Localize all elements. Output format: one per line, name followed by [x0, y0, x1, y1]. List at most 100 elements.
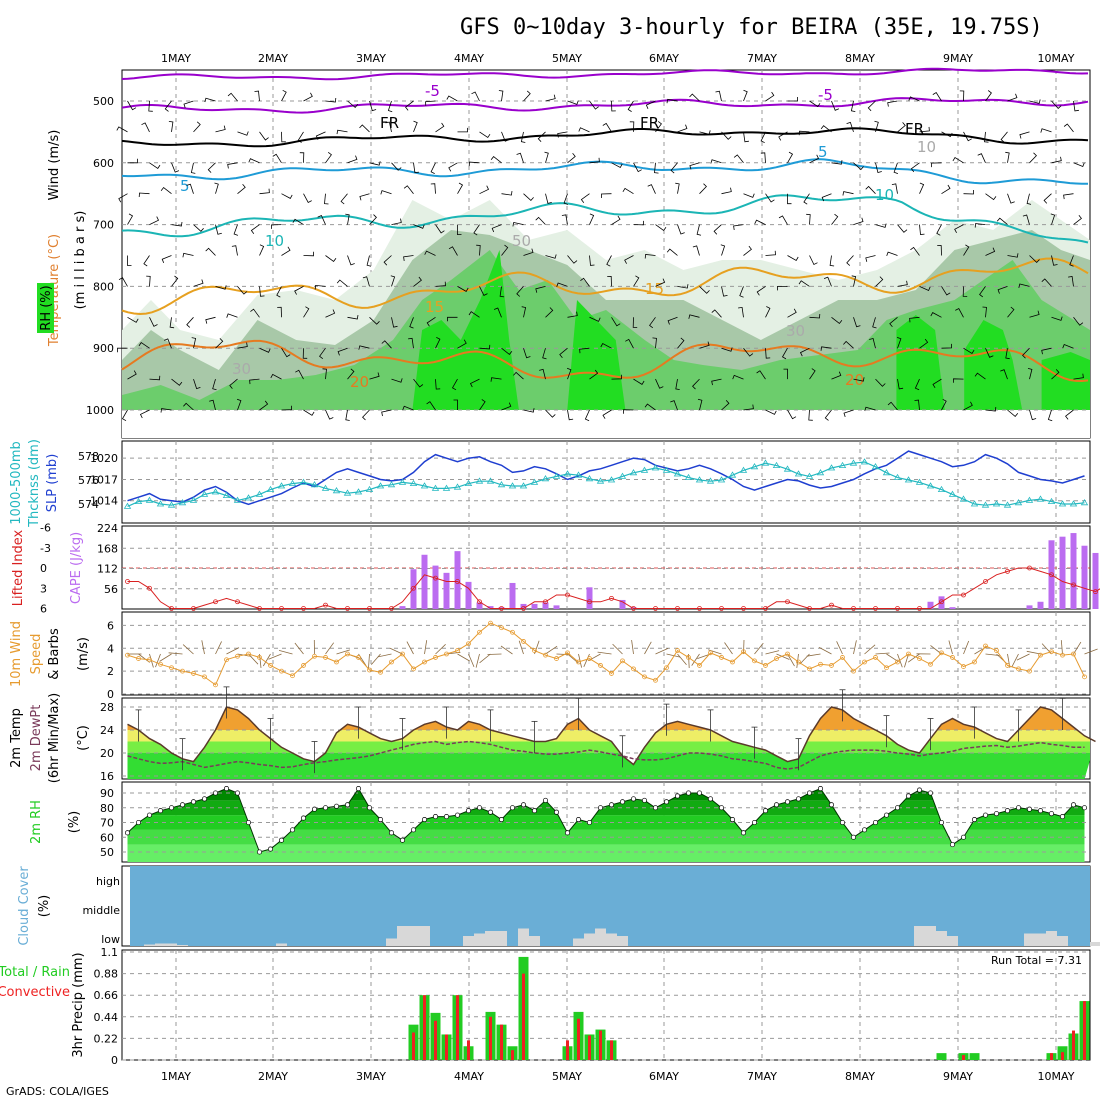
- surface-wind-barb: [201, 640, 205, 655]
- cloud-low-bar: [177, 945, 188, 946]
- thickness-marker: [222, 491, 231, 498]
- slp-line: [127, 450, 1085, 506]
- wind-label-b: Speed: [29, 634, 44, 675]
- li-tick-label: 0: [40, 562, 47, 575]
- wind-barb: [611, 162, 623, 169]
- wind-barb: [163, 338, 172, 349]
- axis-labels: 1MAY 1MAY 2MAY 2MAY 3MAY 3MAY 4MAY 4MAY 5MAY 5MAY…: [0, 52, 1075, 1083]
- cape-bar: [1037, 601, 1044, 609]
- rh-marker: [993, 811, 1000, 817]
- wind-barb: [205, 247, 216, 256]
- wind-barb: [843, 409, 854, 418]
- wind-barb: [254, 90, 260, 102]
- wind-speed-marker: [807, 666, 812, 672]
- wind-barb: [391, 378, 403, 383]
- wind-barb: [721, 286, 728, 297]
- wind-barb: [250, 224, 260, 234]
- wind-barb: [537, 131, 546, 142]
- wind-barb: [359, 124, 370, 133]
- cape-lifted-index-panel: -6 -3 0 3 6 224 168 112 56: [40, 522, 1100, 616]
- wind-speed-marker: [532, 648, 537, 653]
- thickness-marker: [453, 483, 462, 490]
- rh-marker: [982, 812, 989, 818]
- wind-barb: [270, 373, 282, 380]
- surface-wind-barb: [864, 644, 876, 655]
- wind-barb: [738, 306, 744, 318]
- thickness-line: [127, 461, 1085, 507]
- cloud-label-b: (%): [37, 895, 52, 918]
- surface-wind-barb: [336, 649, 351, 655]
- wind-barb: [272, 153, 282, 164]
- wind-barb: [381, 340, 392, 349]
- thickness-marker: [948, 490, 957, 497]
- li-marker: [565, 592, 570, 598]
- date-label-bottom: 9MAY: [943, 1070, 973, 1083]
- wind-barb: [567, 100, 579, 105]
- contour-label: 50: [512, 232, 531, 250]
- wind-speed-marker: [488, 620, 493, 626]
- wind-barb: [259, 131, 269, 141]
- wind-speed-marker: [785, 651, 790, 657]
- contour-label: 10: [917, 138, 936, 156]
- wind-speed-marker: [917, 656, 922, 661]
- wind-barb: [875, 162, 882, 173]
- thickness-marker: [442, 484, 451, 491]
- wind-barb: [556, 282, 568, 287]
- rh-marker: [256, 849, 263, 855]
- li-marker: [279, 606, 284, 611]
- surface-wind-barb: [215, 641, 222, 655]
- wind-barb: [1007, 93, 1018, 102]
- li-marker: [895, 606, 900, 611]
- upper-label-wind: Wind (m/s): [47, 130, 62, 201]
- wind-barb: [215, 224, 222, 235]
- cloud-low-bar: [1024, 933, 1035, 946]
- contour-label: -5: [425, 82, 440, 100]
- wind-barb: [563, 193, 569, 205]
- wind-speed-marker: [719, 655, 724, 660]
- wind-barb: [1022, 347, 1030, 359]
- wind-barb: [1022, 214, 1030, 225]
- wind-barb: [193, 378, 201, 390]
- rh-marker: [146, 812, 153, 818]
- surface-wind-barb: [724, 642, 733, 655]
- wind-barb: [953, 378, 964, 383]
- rh-marker: [344, 802, 351, 808]
- wind-speed-marker: [620, 658, 625, 664]
- cape-bar: [476, 602, 483, 609]
- rh-marker: [740, 830, 747, 836]
- wind-barb: [413, 162, 419, 174]
- wind-barb: [985, 247, 996, 256]
- rh-marker: [300, 815, 307, 821]
- wind-barb: [448, 162, 458, 172]
- rh-marker: [619, 799, 626, 805]
- wind-barb: [325, 409, 334, 420]
- wind-barb: [1043, 193, 1052, 204]
- wind-speed-marker: [444, 651, 449, 657]
- wind-barb: [1062, 343, 1074, 349]
- temp-tick-label: 20: [100, 747, 114, 760]
- wind-barb: [561, 214, 568, 225]
- wind-barb: [629, 121, 635, 132]
- wind-speed-marker: [686, 655, 691, 660]
- thickness-marker: [728, 471, 737, 478]
- slp-thickness-panel: 578 576 574 1020 1017 1014: [78, 450, 1090, 511]
- wind-barb: [501, 191, 513, 196]
- surface-wind-barb: [500, 645, 513, 655]
- wind-barb: [979, 286, 986, 298]
- wind-barb: [677, 284, 689, 289]
- wind-barb: [809, 154, 820, 164]
- wind-speed-marker: [433, 655, 438, 660]
- wind-speed-marker: [829, 663, 834, 668]
- wind-barb: [692, 245, 700, 256]
- thickness-marker: [464, 479, 473, 486]
- wind-barb: [171, 378, 183, 386]
- rh-marker: [201, 796, 208, 802]
- wind-barb: [611, 100, 616, 112]
- thickness-marker: [1036, 495, 1045, 502]
- cloud-low-bar: [496, 931, 507, 946]
- wind-barb: [589, 255, 595, 266]
- wind-barb: [490, 156, 502, 164]
- cloud-low-bar: [1035, 933, 1046, 946]
- surface-wind-barb: [479, 653, 491, 664]
- wind-barb: [711, 309, 722, 318]
